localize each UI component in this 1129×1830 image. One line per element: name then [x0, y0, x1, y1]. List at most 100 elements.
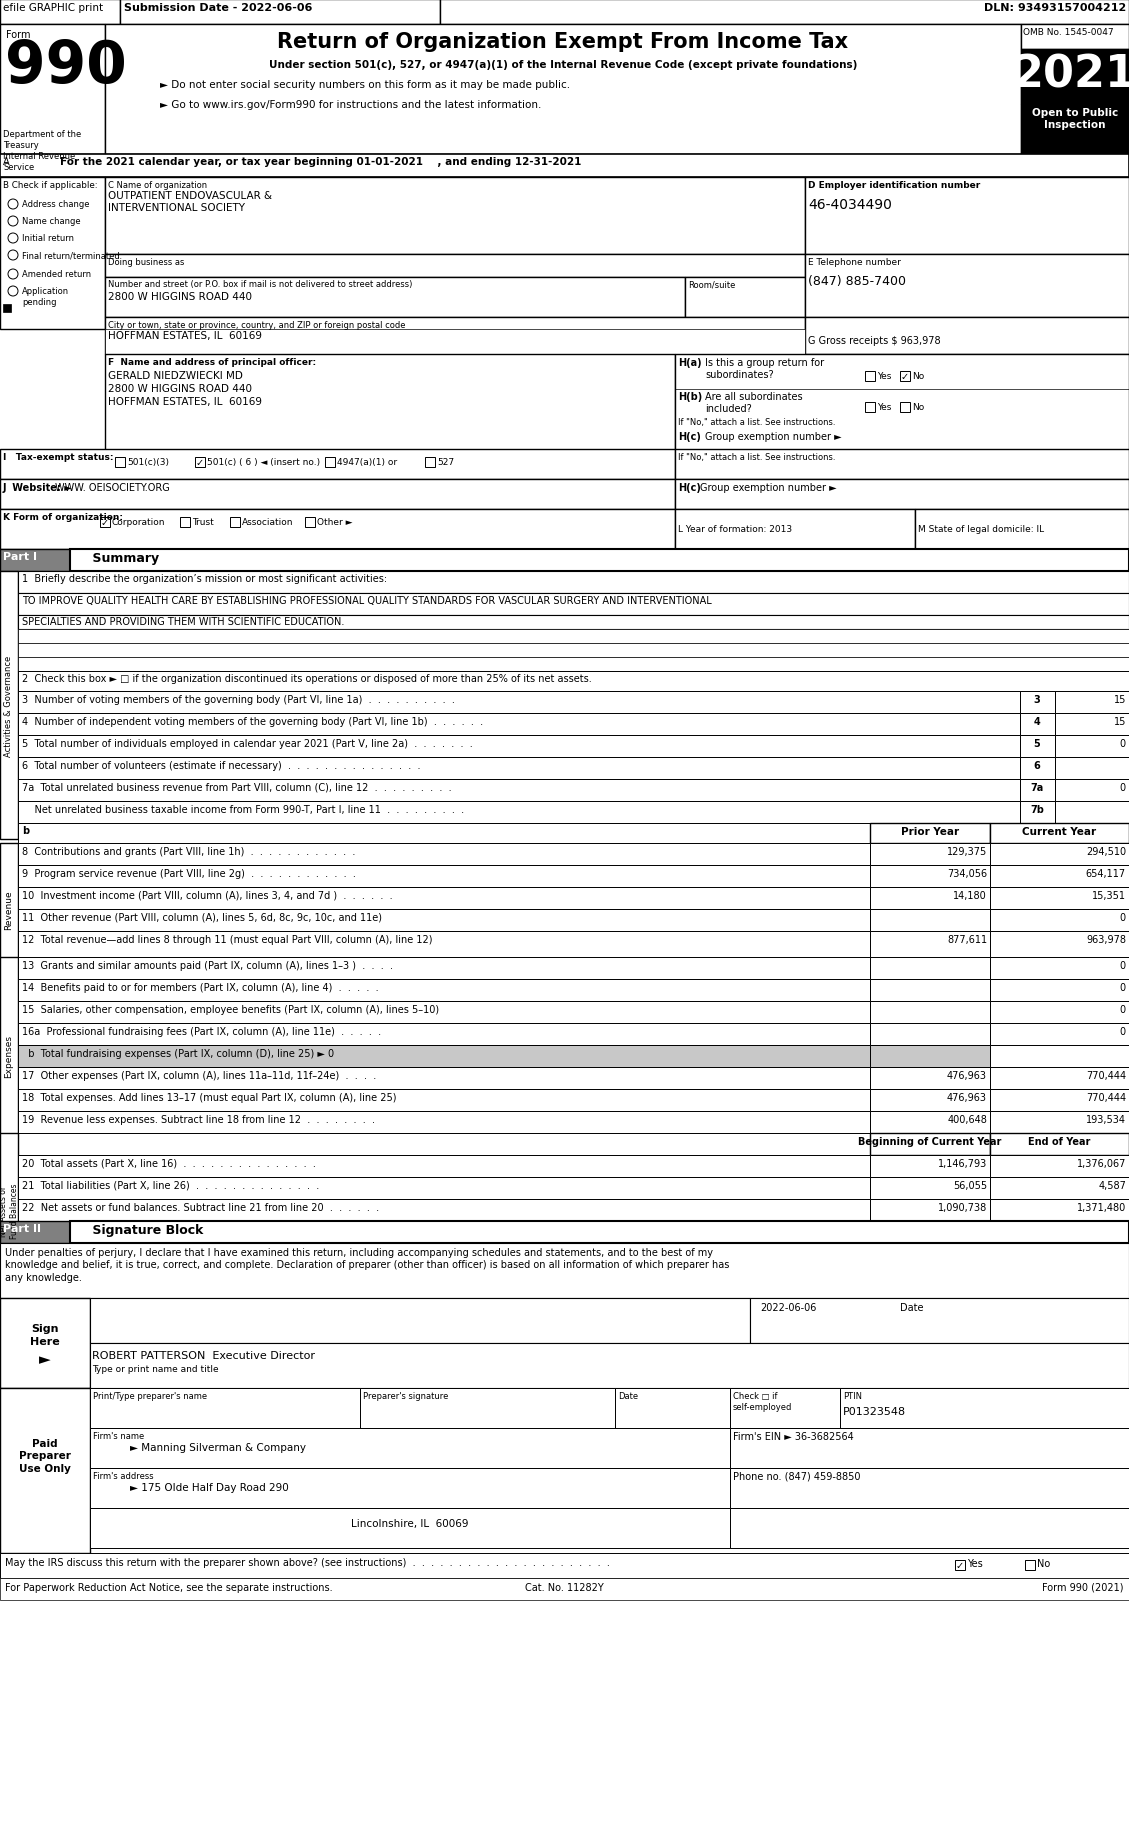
Bar	[18, 630, 1129, 644]
Bar	[18, 736, 1019, 758]
Bar	[18, 802, 1019, 824]
Bar	[1054, 692, 1129, 714]
Bar	[990, 844, 1129, 866]
Text: Corporation: Corporation	[112, 518, 166, 527]
Bar	[0, 1221, 70, 1243]
Bar	[18, 692, 1019, 714]
Bar	[990, 1133, 1129, 1155]
Text: DLN: 93493157004212: DLN: 93493157004212	[983, 4, 1126, 13]
Bar	[105, 26, 1021, 156]
Bar	[1021, 49, 1129, 104]
Bar	[0, 1297, 90, 1389]
Text: No: No	[912, 403, 925, 412]
Text: End of Year: End of Year	[1027, 1136, 1091, 1146]
Bar	[870, 888, 990, 910]
Text: efile GRAPHIC print: efile GRAPHIC print	[3, 4, 103, 13]
Bar	[805, 178, 1129, 254]
Text: 1,090,738: 1,090,738	[938, 1202, 987, 1211]
Bar	[1025, 1561, 1035, 1570]
Text: C Name of organization: C Name of organization	[108, 181, 207, 190]
Bar	[0, 26, 105, 156]
Text: 56,055: 56,055	[953, 1180, 987, 1190]
Text: 6: 6	[1034, 761, 1041, 770]
Bar	[675, 450, 1129, 479]
Bar	[18, 1001, 870, 1023]
Bar	[105, 278, 685, 318]
Text: 14,180: 14,180	[953, 891, 987, 900]
Text: 12  Total revenue—add lines 8 through 11 (must equal Part VIII, column (A), line: 12 Total revenue—add lines 8 through 11 …	[21, 935, 432, 944]
Text: I   Tax-exempt status:: I Tax-exempt status:	[3, 452, 114, 461]
Bar	[105, 355, 675, 454]
Text: WWW. OEISOCIETY.ORG: WWW. OEISOCIETY.ORG	[55, 483, 169, 492]
Text: Preparer's signature: Preparer's signature	[364, 1391, 448, 1400]
Bar	[870, 844, 990, 866]
Text: Group exemption number ►: Group exemption number ►	[704, 432, 841, 441]
Text: 2021: 2021	[1013, 53, 1129, 95]
Text: Open to Public
Inspection: Open to Public Inspection	[1032, 108, 1118, 130]
Bar	[0, 1554, 1129, 1577]
Bar	[0, 1389, 90, 1554]
Text: 0: 0	[1120, 1005, 1126, 1014]
Text: Net unrelated business taxable income from Form 990-T, Part I, line 11  .  .  . : Net unrelated business taxable income fr…	[21, 805, 464, 814]
Text: 2800 W HIGGINS ROAD 440: 2800 W HIGGINS ROAD 440	[108, 384, 252, 393]
Bar	[955, 1561, 965, 1570]
Bar	[990, 979, 1129, 1001]
Bar	[990, 957, 1129, 979]
Bar	[18, 657, 1129, 672]
Text: ► Manning Silverman & Company: ► Manning Silverman & Company	[130, 1442, 306, 1453]
Text: For the 2021 calendar year, or tax year beginning 01-01-2021    , and ending 12-: For the 2021 calendar year, or tax year …	[60, 157, 581, 167]
Bar	[18, 571, 1129, 593]
Text: OUTPATIENT ENDOVASCULAR &
INTERVENTIONAL SOCIETY: OUTPATIENT ENDOVASCULAR & INTERVENTIONAL…	[108, 190, 272, 214]
Bar	[0, 1133, 18, 1243]
Text: 9  Program service revenue (Part VIII, line 2g)  .  .  .  .  .  .  .  .  .  .  .: 9 Program service revenue (Part VIII, li…	[21, 869, 356, 878]
Text: ► Do not enter social security numbers on this form as it may be made public.: ► Do not enter social security numbers o…	[160, 81, 570, 90]
Bar	[195, 458, 205, 468]
Bar	[90, 1508, 730, 1548]
Bar	[18, 1177, 870, 1199]
Text: 15,351: 15,351	[1092, 891, 1126, 900]
Bar	[18, 1067, 870, 1089]
Text: 15  Salaries, other compensation, employee benefits (Part IX, column (A), lines : 15 Salaries, other compensation, employe…	[21, 1005, 439, 1014]
Text: Summary: Summary	[75, 551, 159, 565]
Bar	[425, 458, 435, 468]
Text: 0: 0	[1120, 983, 1126, 992]
Text: 2  Check this box ► □ if the organization discontinued its operations or dispose: 2 Check this box ► □ if the organization…	[21, 673, 592, 684]
Bar	[865, 371, 875, 382]
Circle shape	[8, 269, 18, 280]
Text: 5  Total number of individuals employed in calendar year 2021 (Part V, line 2a) : 5 Total number of individuals employed i…	[21, 739, 473, 748]
Bar	[1021, 104, 1129, 156]
Text: 1,146,793: 1,146,793	[938, 1158, 987, 1168]
Bar	[870, 931, 990, 957]
Text: 0: 0	[1120, 913, 1126, 922]
Bar	[18, 1133, 1129, 1155]
Text: included?: included?	[704, 404, 752, 414]
Text: Are all subordinates: Are all subordinates	[704, 392, 803, 403]
Bar	[120, 0, 440, 26]
Bar	[230, 518, 240, 527]
Bar	[990, 1089, 1129, 1111]
Text: Submission Date - 2022-06-06: Submission Date - 2022-06-06	[124, 4, 313, 13]
Text: 15: 15	[1113, 695, 1126, 705]
Text: Date: Date	[618, 1391, 638, 1400]
Bar	[870, 866, 990, 888]
Bar	[730, 1389, 840, 1427]
Text: L Year of formation: 2013: L Year of formation: 2013	[679, 525, 793, 534]
Text: Beginning of Current Year: Beginning of Current Year	[858, 1136, 1001, 1146]
Text: ► Go to www.irs.gov/Form990 for instructions and the latest information.: ► Go to www.irs.gov/Form990 for instruct…	[160, 101, 542, 110]
Text: Firm's name: Firm's name	[93, 1431, 145, 1440]
Bar	[1019, 736, 1054, 758]
Text: H(c): H(c)	[679, 483, 701, 492]
Text: 654,117: 654,117	[1086, 869, 1126, 878]
Text: 476,963: 476,963	[947, 1093, 987, 1102]
Text: 13  Grants and similar amounts paid (Part IX, column (A), lines 1–3 )  .  .  .  : 13 Grants and similar amounts paid (Part…	[21, 961, 393, 970]
Text: Department of the
Treasury
Internal Revenue
Service: Department of the Treasury Internal Reve…	[3, 130, 81, 172]
Text: Under section 501(c), 527, or 4947(a)(1) of the Internal Revenue Code (except pr: Under section 501(c), 527, or 4947(a)(1)…	[269, 60, 857, 70]
Circle shape	[8, 287, 18, 296]
Bar	[990, 1111, 1129, 1133]
Text: Paid
Preparer
Use Only: Paid Preparer Use Only	[19, 1438, 71, 1473]
Bar	[105, 329, 805, 355]
Text: 0: 0	[1120, 961, 1126, 970]
Text: No: No	[1038, 1557, 1050, 1568]
Text: Under penalties of perjury, I declare that I have examined this return, includin: Under penalties of perjury, I declare th…	[5, 1248, 729, 1283]
Bar	[1054, 802, 1129, 824]
